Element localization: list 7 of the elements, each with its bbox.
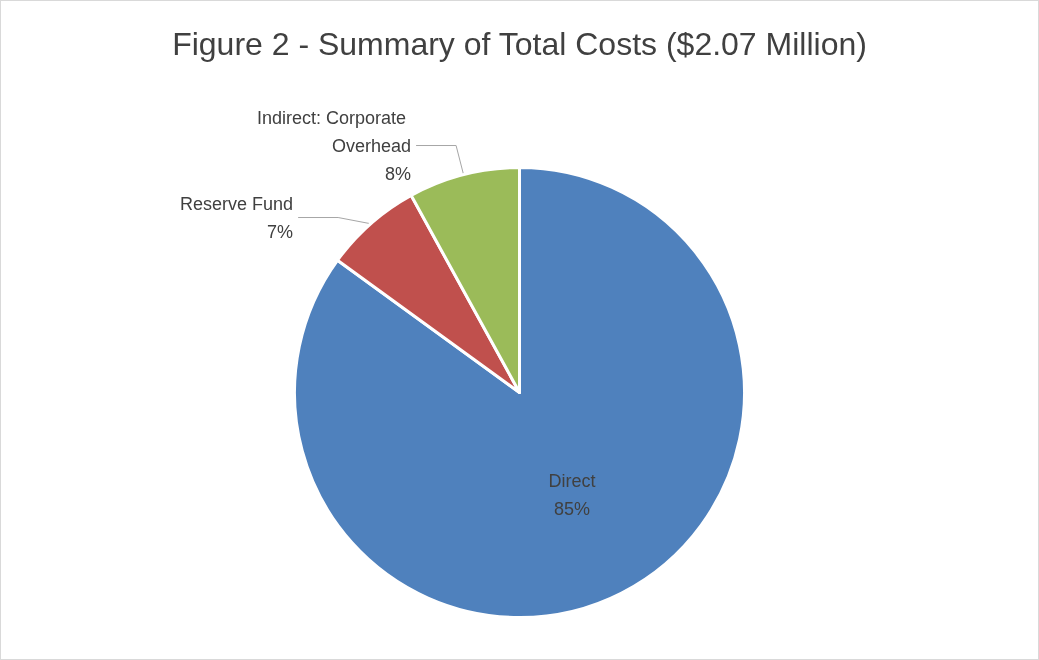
chart-title: Figure 2 - Summary of Total Costs ($2.07 Million) [172,26,867,62]
slice-label: Reserve Fund [180,193,294,214]
data-label: 85% [553,499,590,520]
data-label: 7% [267,221,294,242]
data-label: 8% [385,163,412,184]
slice-label: Direct [548,471,596,492]
slice-label: Indirect: Corporate Overhead [257,107,412,156]
